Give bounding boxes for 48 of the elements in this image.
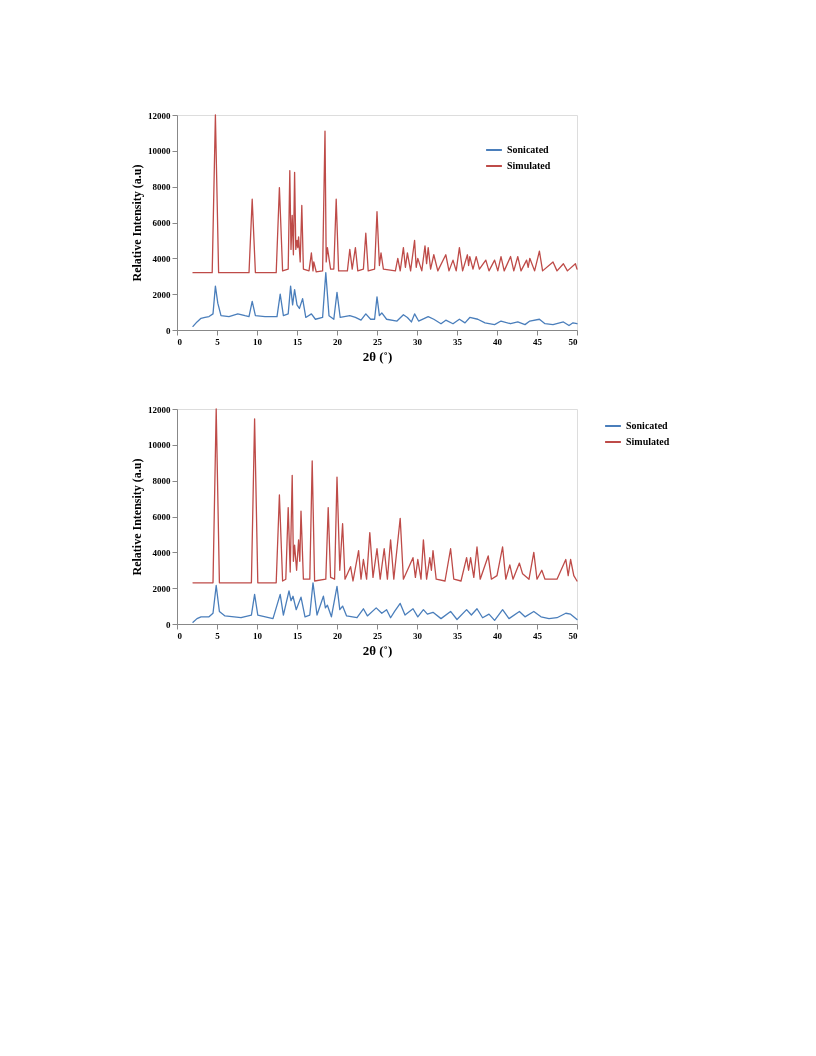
y-tick-label: 12000: [148, 110, 171, 121]
y-tick-label: 0: [166, 325, 171, 336]
x-tick-label: 50: [568, 336, 578, 347]
x-axis-title: 2θ (˚): [362, 348, 393, 364]
line-series: [192, 582, 578, 623]
x-tick-label: 20: [333, 336, 343, 347]
y-tick-label: 4000: [152, 253, 171, 264]
y-tick-label: 12000: [148, 404, 171, 415]
x-tick-label: 10: [253, 336, 263, 347]
y-axis-title: Relative Intensity (a.u): [130, 458, 144, 576]
y-tick-label: 0: [166, 619, 171, 630]
x-tick-label: 0: [177, 336, 183, 347]
y-tick-label: 10000: [148, 146, 171, 157]
x-tick-label: 45: [533, 336, 543, 347]
x-tick-label: 40: [493, 336, 503, 347]
x-tick-label: 15: [293, 336, 303, 347]
x-tick-label: 25: [373, 630, 383, 641]
y-tick-label: 4000: [152, 547, 171, 558]
x-tick-label: 10: [253, 630, 263, 641]
x-tick-label: 20: [333, 630, 343, 641]
legend-label: Sonicated: [626, 420, 669, 431]
line-series: [192, 114, 578, 274]
y-tick-label: 6000: [152, 512, 171, 522]
x-tick-label: 30: [413, 630, 423, 641]
legend-label: Simulated: [507, 160, 551, 171]
x-tick-label: 40: [493, 630, 503, 641]
y-tick-label: 10000: [148, 440, 171, 451]
y-tick-label: 2000: [152, 583, 171, 594]
x-tick-label: 50: [568, 630, 578, 641]
x-tick-label: 30: [413, 336, 423, 347]
line-series: [192, 408, 578, 584]
legend-label: Sonicated: [507, 144, 550, 155]
legend-label: Simulated: [626, 436, 670, 447]
y-tick-label: 6000: [152, 218, 171, 228]
x-tick-label: 15: [293, 630, 303, 641]
x-tick-label: 5: [215, 630, 221, 641]
y-tick-label: 8000: [152, 182, 171, 193]
x-axis-title: 2θ (˚): [362, 642, 393, 658]
x-tick-label: 45: [533, 630, 543, 641]
x-tick-label: 0: [177, 630, 183, 641]
y-tick-label: 8000: [152, 476, 171, 487]
x-tick-label: 35: [453, 336, 463, 347]
x-tick-label: 5: [215, 336, 221, 347]
x-tick-label: 25: [373, 336, 383, 347]
x-tick-label: 35: [453, 630, 463, 641]
y-tick-label: 2000: [152, 289, 171, 300]
y-axis-title: Relative Intensity (a.u): [130, 164, 144, 282]
line-series: [192, 272, 578, 328]
